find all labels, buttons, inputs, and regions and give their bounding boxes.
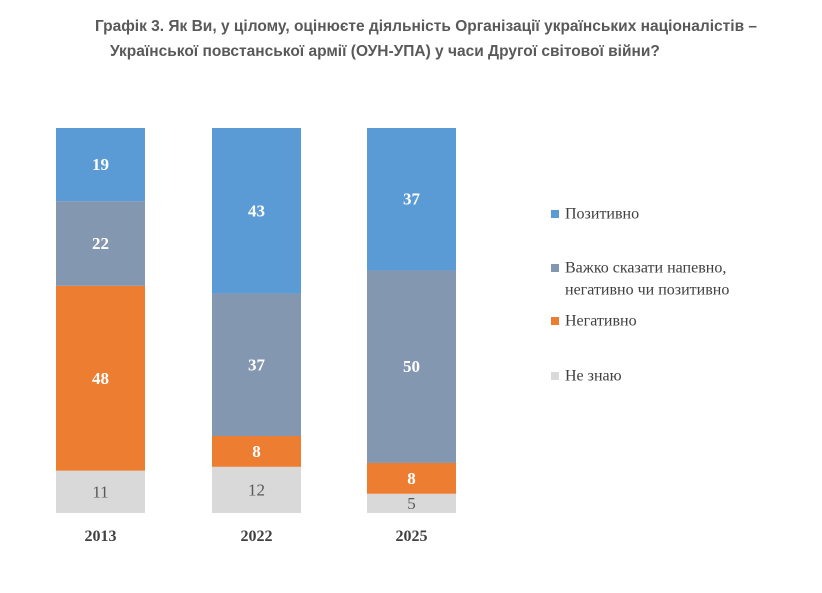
legend-label: Негативно bbox=[565, 313, 637, 330]
bar-segment bbox=[367, 270, 456, 463]
data-label: 22 bbox=[92, 234, 109, 253]
bar-segment bbox=[56, 285, 145, 471]
category-label: 2013 bbox=[85, 528, 117, 545]
chart-title-line-2: Української повстанської армії (ОУН-УПА)… bbox=[110, 43, 660, 60]
legend-marker bbox=[551, 210, 559, 218]
data-label: 48 bbox=[92, 369, 109, 388]
data-label: 5 bbox=[407, 494, 416, 513]
data-label: 8 bbox=[407, 469, 416, 488]
data-label: 11 bbox=[92, 482, 108, 501]
category-label: 2022 bbox=[241, 528, 273, 545]
bar-segment bbox=[212, 128, 301, 294]
legend-marker bbox=[551, 264, 559, 272]
data-label: 12 bbox=[248, 480, 265, 499]
bar-segment bbox=[56, 128, 145, 202]
bar-segment bbox=[367, 128, 456, 271]
category-label: 2025 bbox=[396, 528, 428, 545]
data-label: 19 bbox=[92, 155, 109, 174]
chart-title: Графік 3. Як Ви, у цілому, оцінюєте діял… bbox=[0, 14, 822, 64]
data-label: 43 bbox=[248, 201, 265, 220]
data-label: 50 bbox=[403, 357, 420, 376]
legend-marker bbox=[551, 317, 559, 325]
chart-title-line-1: Графік 3. Як Ви, у цілому, оцінюєте діял… bbox=[94, 18, 758, 35]
legend-label: Не знаю bbox=[565, 368, 622, 385]
legend-marker bbox=[551, 372, 559, 380]
bar-segment bbox=[212, 293, 301, 436]
bar-segment bbox=[56, 470, 145, 513]
legend-label: негативно чи позитивно bbox=[565, 282, 729, 299]
bar-segment bbox=[56, 201, 145, 286]
data-label: 37 bbox=[248, 355, 266, 374]
bar-segment bbox=[212, 466, 301, 513]
legend-label: Важко сказати напевно, bbox=[565, 260, 726, 277]
bar-segment bbox=[367, 493, 456, 513]
data-label: 8 bbox=[252, 442, 261, 461]
legend-label: Позитивно bbox=[565, 206, 639, 223]
bar-segment bbox=[367, 462, 456, 494]
bar-segment bbox=[212, 436, 301, 467]
data-label: 37 bbox=[403, 190, 421, 209]
